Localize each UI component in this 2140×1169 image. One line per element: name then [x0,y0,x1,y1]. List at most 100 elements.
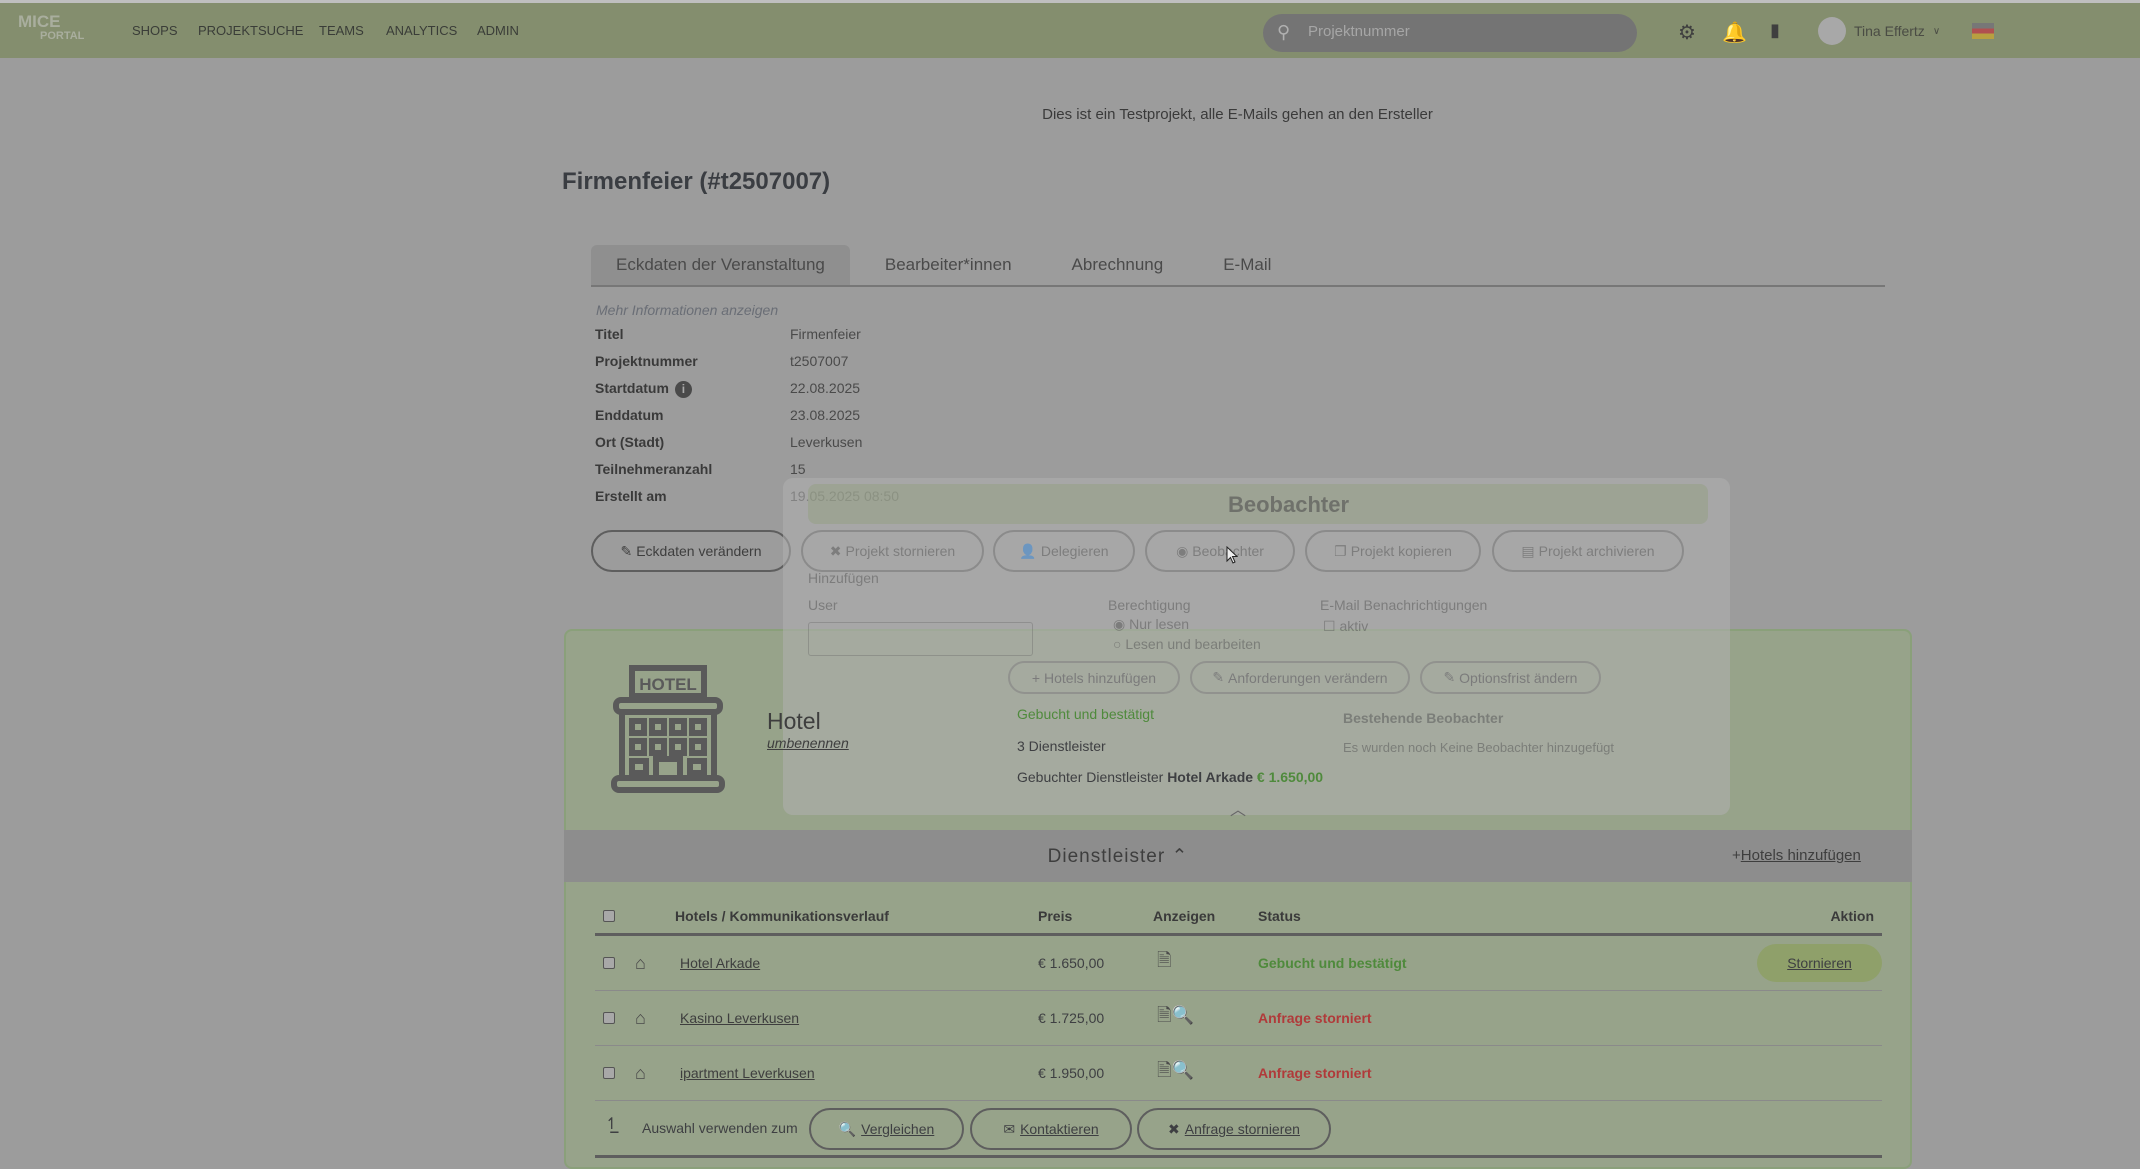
table-header: Hotels / Kommunikationsverlauf Preis Anz… [595,908,1882,936]
nav-projektsuche[interactable]: PROJEKTSUCHE [198,23,304,38]
row-checkbox[interactable] [603,1012,615,1024]
detail-value: Firmenfeier [790,326,861,342]
detail-row: Projektnummer t2507007 [595,353,848,369]
home-icon: ⌂ [635,952,646,973]
contact-button[interactable]: ✉ Kontaktieren [970,1108,1132,1150]
no-observers-text: Es wurden noch Keine Beobachter hinzugef… [1343,740,1615,755]
hotel-link[interactable]: Kasino Leverkusen [680,1010,800,1026]
detail-label: Enddatum [595,407,664,423]
existing-observers-label: Bestehende Beobachter [1343,710,1504,726]
chevron-up-icon: ⌃ [1171,846,1189,867]
document-search-icon[interactable]: 🗎🔍 [1157,1005,1194,1025]
chevron-down-icon: ∨ [1932,25,1941,37]
status-text: Gebucht und bestätigt [1258,955,1407,971]
provider-table: ⌂ Hotel Arkade € 1.650,00 🗎 Gebucht und … [595,936,1882,1101]
detail-row: Teilnehmeranzahl 15 [595,461,806,477]
modal-title: Beobachter [808,484,1708,524]
detail-label: Projektnummer [595,353,698,369]
status-text: Anfrage storniert [1258,1065,1372,1081]
search-icon: ⚲ [1277,22,1291,42]
detail-value: Leverkusen [790,434,863,450]
detail-label: Ort (Stadt) [595,434,665,450]
detail-value: 15 [790,461,806,477]
edit-basics-button[interactable]: ✎ Eckdaten verändern [591,530,791,572]
test-project-banner: Dies ist ein Testprojekt, alle E-Mails g… [1042,106,1433,123]
permission-label: Berechtigung [1108,597,1191,613]
detail-label: Startdatum i [595,380,790,398]
bell-icon[interactable]: 🔔 [1722,22,1747,44]
detail-row: Titel Firmenfeier [595,326,861,342]
detail-value: t2507007 [790,353,849,369]
col-status: Status [1258,908,1301,924]
search-placeholder: Projektnummer [1308,23,1410,40]
arrow-up-corner-icon: ↿̲ [605,1116,619,1133]
col-hotels: Hotels / Kommunikationsverlauf [675,908,889,924]
radio-read-write[interactable]: ○ Lesen und bearbeiten [1113,636,1261,652]
cancel-booking-button[interactable]: Stornieren [1757,944,1882,982]
page-title: Firmenfeier (#t2507007) [562,168,831,195]
price: € 1.950,00 [1038,1065,1105,1081]
user-label: User [808,597,838,613]
mouse-cursor-icon [1226,546,1238,564]
booked-provider: Gebuchter Dienstleister Hotel Arkade € 1… [1017,769,1324,785]
svg-text:HOTEL: HOTEL [639,675,697,694]
booking-status: Gebucht und bestätigt [1017,706,1154,722]
more-info-link[interactable]: Mehr Informationen anzeigen [596,302,779,318]
german-flag-icon[interactable] [1972,23,1994,39]
mice-portal-logo[interactable]: MICE PORTAL [18,12,85,42]
cancel-request-button[interactable]: ✖ Anfrage stornieren [1137,1108,1331,1150]
document-check-icon[interactable]: 🗎 [1157,950,1172,970]
tab-email[interactable]: E-Mail [1223,255,1272,274]
nav-teams[interactable]: TEAMS [319,23,364,38]
detail-value: 22.08.2025 [790,380,861,396]
detail-row: Enddatum 23.08.2025 [595,407,860,423]
hotel-group-title: Hotel [767,708,821,734]
chevron-up-icon[interactable]: ︿ [1230,802,1247,819]
add-hotels-link[interactable]: +Hotels hinzufügen [1732,847,1861,864]
user-name: Tina Effertz [1854,23,1925,39]
col-anzeigen: Anzeigen [1153,908,1216,924]
status-text: Anfrage storniert [1258,1010,1372,1026]
project-search-input[interactable]: ⚲ Projektnummer [1263,14,1637,52]
nav-shops[interactable]: SHOPS [132,23,178,38]
hotel-link[interactable]: Hotel Arkade [680,955,761,971]
hotel-link[interactable]: ipartment Leverkusen [680,1065,815,1081]
tab-bearbeiter[interactable]: Bearbeiter*innen [884,255,1012,274]
user-menu[interactable]: Tina Effertz ∨ [1818,17,1940,45]
document-icon[interactable]: ▮ [1770,20,1780,40]
dienstleister-toggle[interactable]: Dienstleister ⌃ [1047,846,1189,867]
nav-analytics[interactable]: ANALYTICS [386,23,458,38]
dienstleister-header [564,830,1912,882]
user-select[interactable] [808,622,1033,656]
email-active-checkbox[interactable]: ☐ aktiv [1323,618,1369,634]
price: € 1.725,00 [1038,1010,1105,1026]
info-icon[interactable]: i [674,381,692,398]
radio-read-only[interactable]: ◉ Nur lesen [1113,616,1190,632]
modal-section-label: Hinzufügen [808,570,879,586]
selection-label: Auswahl verwenden zum [642,1120,798,1136]
document-search-icon[interactable]: 🗎🔍 [1157,1060,1194,1080]
detail-row: Startdatum i 22.08.2025 [595,380,860,398]
price: € 1.650,00 [1038,955,1105,971]
row-checkbox[interactable] [603,1067,615,1079]
provider-count: 3 Dienstleister [1017,738,1106,754]
observer-modal: Beobachter Hinzufügen User Berechtigung … [783,478,1730,815]
table-row: ⌂ Hotel Arkade € 1.650,00 🗎 Gebucht und … [595,936,1882,991]
tab-eckdaten[interactable]: Eckdaten der Veranstaltung [591,245,850,285]
button-icon: ✎ [620,542,633,559]
detail-label: Teilnehmeranzahl [595,461,713,477]
tab-bar: Eckdaten der Veranstaltung Bearbeiter*in… [591,245,1885,287]
gear-icon[interactable]: ⚙ [1678,22,1696,44]
select-all-checkbox[interactable] [603,910,615,922]
col-preis: Preis [1038,908,1073,924]
compare-button[interactable]: 🔍 Vergleichen [809,1108,964,1150]
tab-abrechnung[interactable]: Abrechnung [1071,255,1164,274]
nav-admin[interactable]: ADMIN [477,23,519,38]
detail-label: Titel [595,326,624,342]
rename-link[interactable]: umbenennen [767,735,849,751]
col-aktion: Aktion [1830,908,1874,924]
row-checkbox[interactable] [603,957,615,969]
home-icon: ⌂ [635,1062,646,1083]
email-notifications-label: E-Mail Benachrichtigungen [1320,597,1488,613]
detail-label: Erstellt am [595,488,667,504]
